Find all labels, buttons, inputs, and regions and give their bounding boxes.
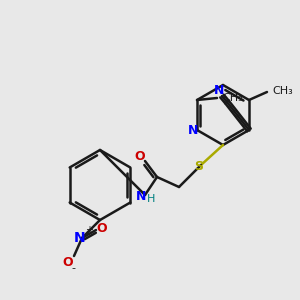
Text: N: N (74, 231, 86, 245)
Text: -: - (71, 263, 75, 273)
Text: O: O (63, 256, 73, 268)
Text: O: O (97, 221, 107, 235)
Text: H: H (147, 194, 155, 204)
Text: CH₃: CH₃ (272, 86, 293, 96)
Text: CH₃: CH₃ (222, 93, 243, 103)
Text: N: N (188, 124, 198, 136)
Text: O: O (135, 149, 145, 163)
Text: +: + (85, 225, 93, 235)
Text: N: N (136, 190, 146, 203)
Text: S: S (194, 160, 203, 173)
Text: N: N (214, 85, 224, 98)
